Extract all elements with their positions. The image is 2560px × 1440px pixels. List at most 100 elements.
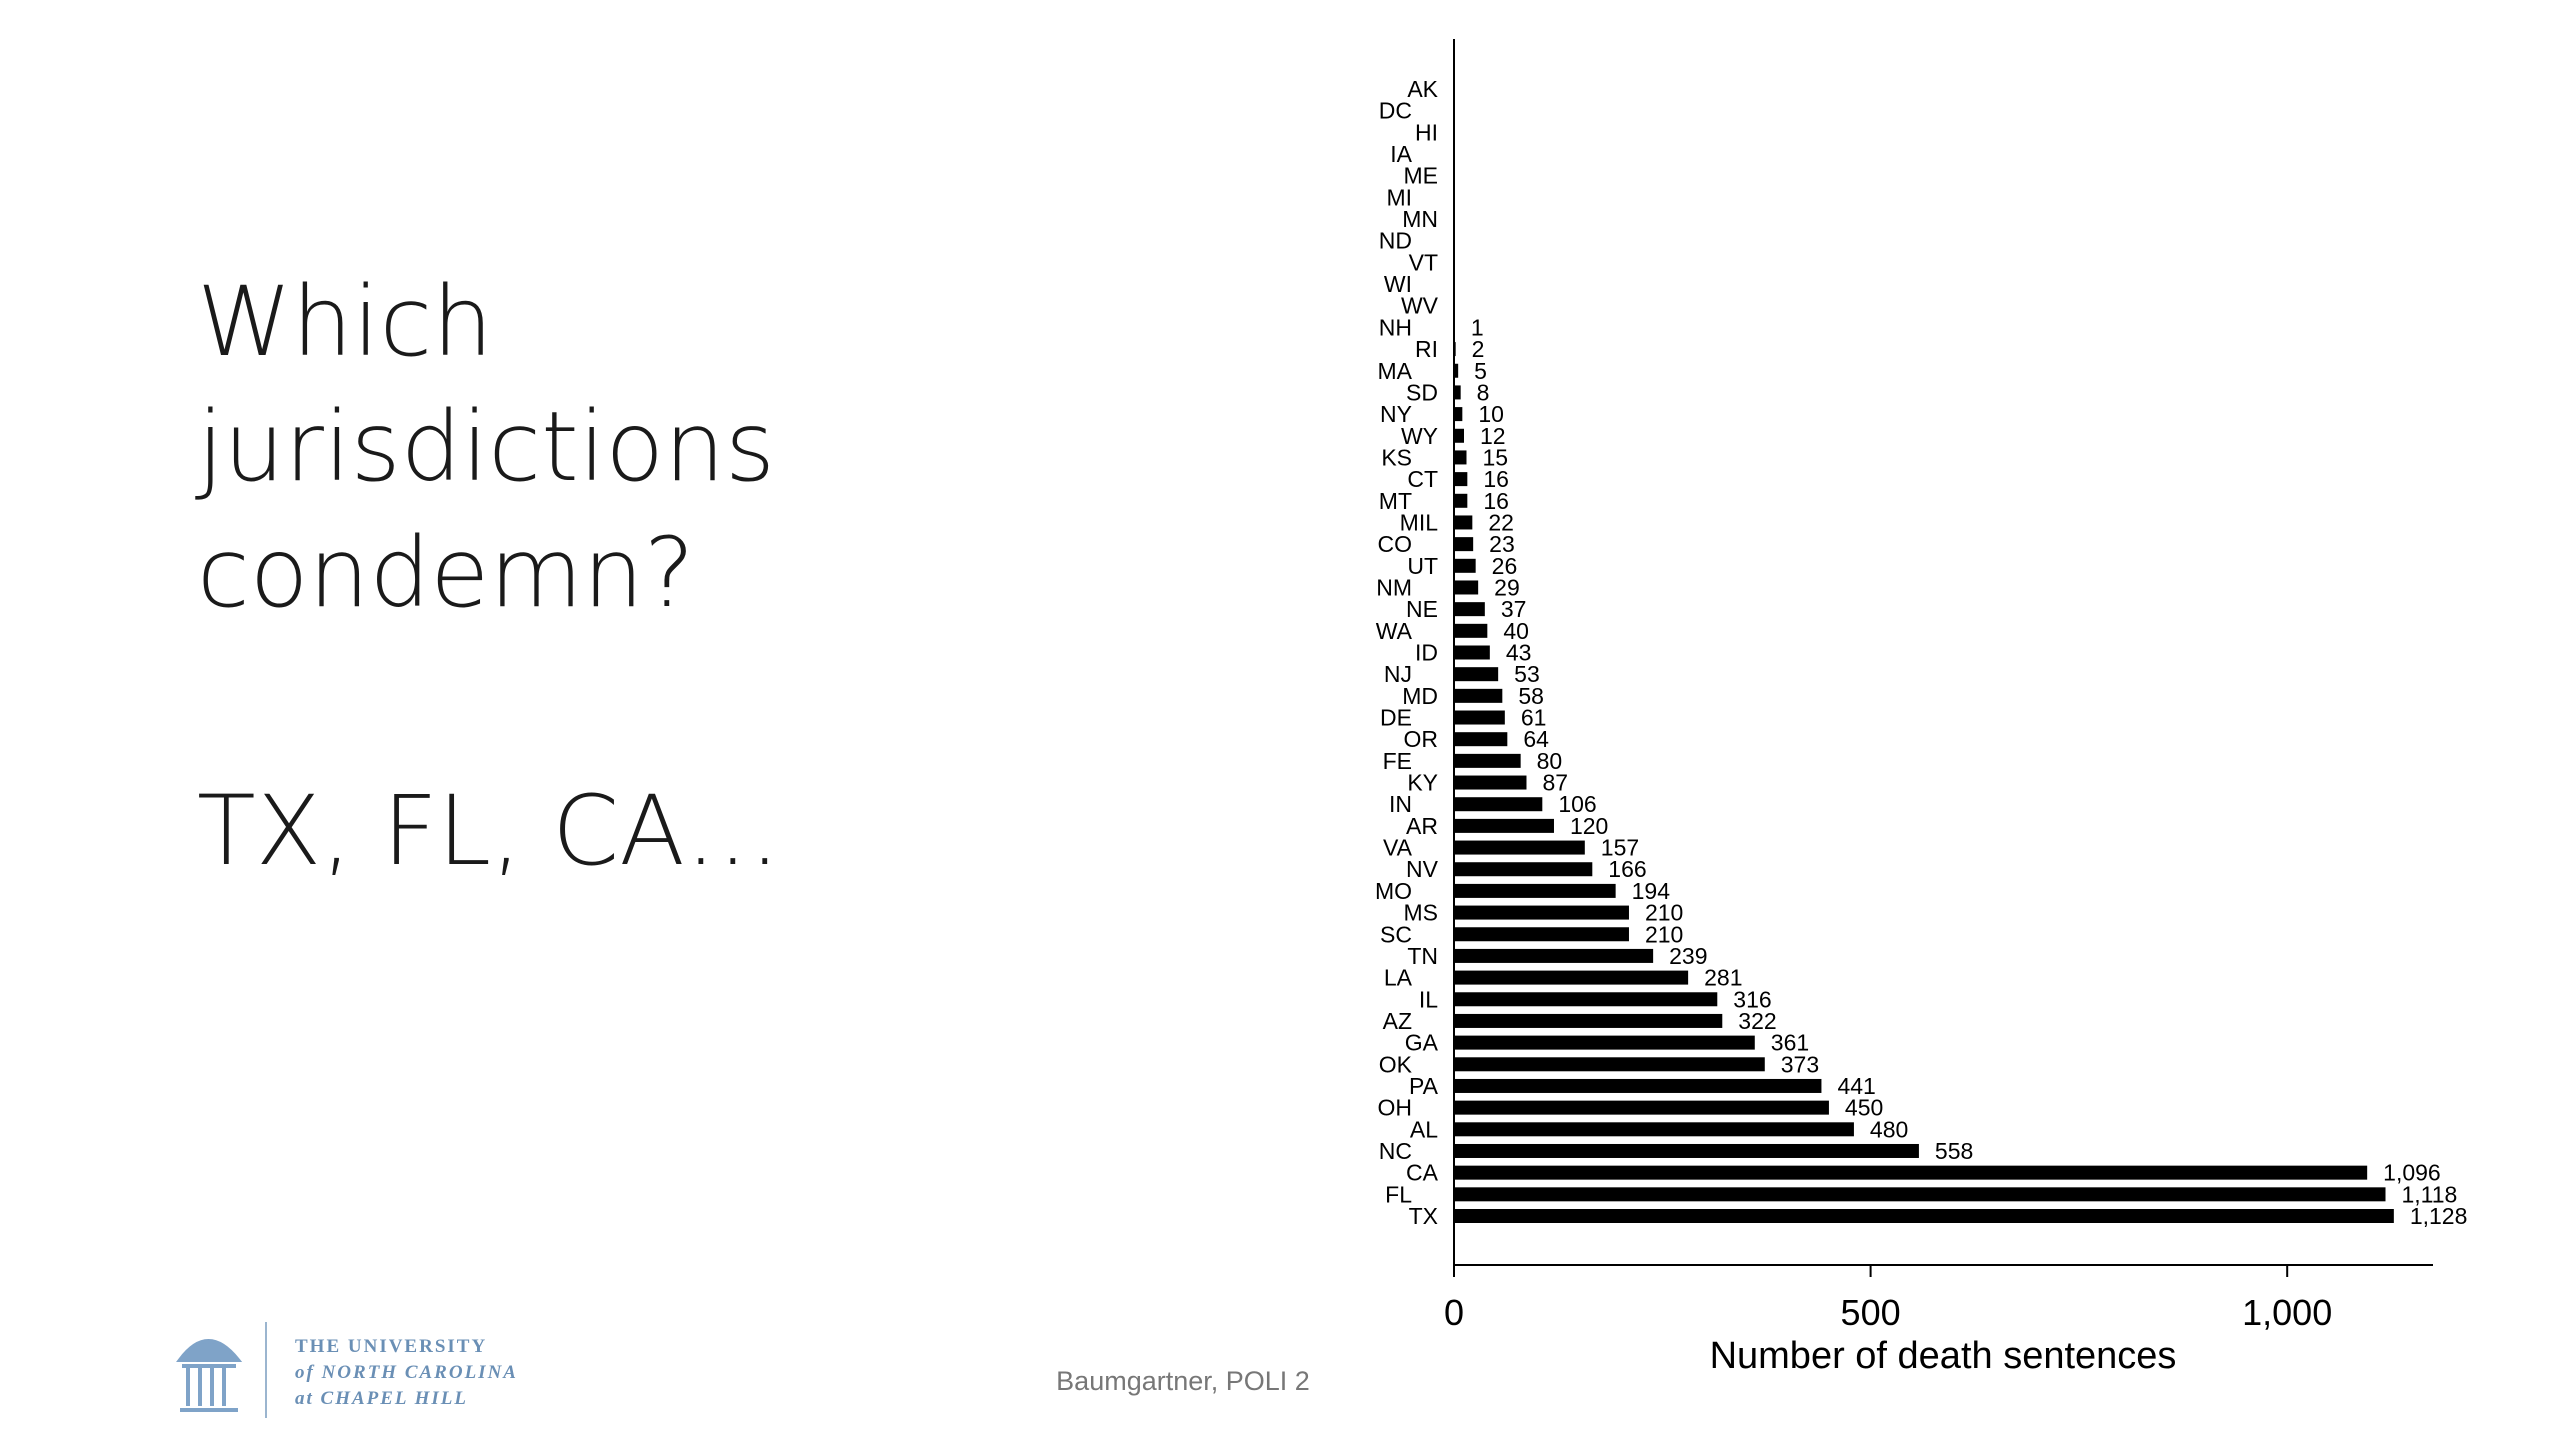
y-tick-label: NJ (1384, 661, 1412, 687)
logo-text: at CHAPEL HILL (295, 1388, 468, 1409)
y-tick-label: RI (1415, 336, 1438, 362)
y-tick-label: AZ (1383, 1008, 1412, 1034)
y-tick-label: TN (1407, 943, 1438, 969)
logo-text: THE UNIVERSITY (295, 1336, 487, 1357)
bar (1454, 970, 1689, 985)
value-label: 1,118 (2402, 1181, 2458, 1207)
y-tick-label: NH (1379, 314, 1412, 340)
value-label: 157 (1601, 835, 1639, 861)
value-label: 1,128 (2410, 1203, 2468, 1229)
x-tick-label: 500 (1841, 1292, 1901, 1333)
y-tick-label: NC (1379, 1138, 1412, 1164)
bar (1454, 753, 1521, 768)
y-tick-label: MN (1402, 206, 1438, 232)
bar (1454, 840, 1585, 855)
value-label: 281 (1704, 965, 1742, 991)
y-tick-label: CO (1378, 531, 1413, 557)
y-tick-label: VT (1409, 249, 1438, 275)
bar (1454, 537, 1474, 552)
value-label: 53 (1514, 661, 1540, 687)
bar (1454, 1122, 1854, 1137)
y-tick-label: AL (1410, 1116, 1438, 1142)
x-tick-label: 1,000 (2242, 1292, 2332, 1333)
y-tick-label: MIL (1400, 509, 1439, 535)
y-tick-label: IL (1419, 986, 1438, 1012)
value-label: 558 (1935, 1138, 1973, 1164)
logo-text: of NORTH CAROLINA (295, 1362, 518, 1383)
bar (1454, 428, 1464, 443)
bar (1454, 992, 1718, 1007)
value-label: 16 (1483, 488, 1509, 514)
bar (1454, 883, 1616, 898)
value-label: 322 (1738, 1008, 1776, 1034)
y-tick-label: MI (1386, 184, 1412, 210)
value-label: 441 (1837, 1073, 1875, 1099)
value-label: 87 (1542, 770, 1568, 796)
y-tick-label: SD (1406, 379, 1438, 405)
y-tick-label: KY (1407, 770, 1438, 796)
bar (1454, 1143, 1919, 1158)
value-label: 1,096 (2383, 1160, 2441, 1186)
value-label: 194 (1632, 878, 1671, 904)
bar (1454, 732, 1508, 747)
y-tick-label: ND (1379, 228, 1412, 254)
value-label: 166 (1608, 856, 1646, 882)
value-label: 210 (1645, 900, 1683, 926)
x-tick-label: 0 (1444, 1292, 1464, 1333)
value-label: 2 (1472, 336, 1485, 362)
y-tick-label: WA (1376, 618, 1413, 644)
bar (1454, 905, 1629, 920)
y-tick-label: PA (1409, 1073, 1439, 1099)
y-tick-label: UT (1407, 553, 1438, 579)
value-label: 10 (1478, 401, 1504, 427)
bar (1454, 450, 1467, 465)
y-tick-label: IN (1389, 791, 1412, 817)
bar (1454, 818, 1554, 833)
bar (1454, 1013, 1723, 1028)
y-tick-label: WY (1401, 423, 1438, 449)
y-tick-label: WV (1401, 293, 1439, 319)
value-label: 361 (1771, 1030, 1809, 1056)
bar (1454, 667, 1499, 682)
y-tick-label: MA (1378, 358, 1413, 384)
bar (1454, 1035, 1755, 1050)
y-tick-label: NV (1406, 856, 1439, 882)
bar (1454, 493, 1468, 508)
y-tick-label: MO (1375, 878, 1412, 904)
y-tick-label: MD (1402, 683, 1438, 709)
bar (1454, 1187, 2386, 1202)
value-label: 12 (1480, 423, 1506, 449)
bar (1454, 927, 1629, 942)
bar (1454, 645, 1490, 660)
value-label: 64 (1523, 726, 1549, 752)
y-tick-label: AK (1407, 76, 1438, 102)
logo-icon (176, 1339, 243, 1412)
value-label: 58 (1518, 683, 1544, 709)
value-label: 450 (1845, 1095, 1883, 1121)
value-label: 316 (1733, 986, 1771, 1012)
value-label: 239 (1669, 943, 1707, 969)
value-label: 22 (1488, 509, 1514, 535)
bar (1454, 623, 1488, 638)
bar (1454, 558, 1476, 573)
y-tick-label: OR (1404, 726, 1439, 752)
y-tick-label: WI (1384, 271, 1412, 297)
footer: Baumgartner, POLI 2 (1056, 1366, 1310, 1396)
value-label: 480 (1870, 1116, 1908, 1142)
bar (1454, 472, 1468, 487)
y-tick-label: NY (1380, 401, 1412, 427)
y-tick-label: GA (1405, 1030, 1439, 1056)
bar (1454, 1209, 2394, 1223)
bar (1454, 515, 1473, 530)
bar (1454, 385, 1461, 400)
x-axis-title: Number of death sentences (1710, 1335, 2177, 1377)
y-tick-label: CT (1407, 466, 1438, 492)
bar (1454, 688, 1503, 703)
value-label: 37 (1501, 596, 1527, 622)
y-tick-label: KS (1381, 444, 1412, 470)
title-line: Which (197, 266, 493, 378)
y-tick-label: FL (1385, 1181, 1412, 1207)
bar (1454, 407, 1463, 422)
